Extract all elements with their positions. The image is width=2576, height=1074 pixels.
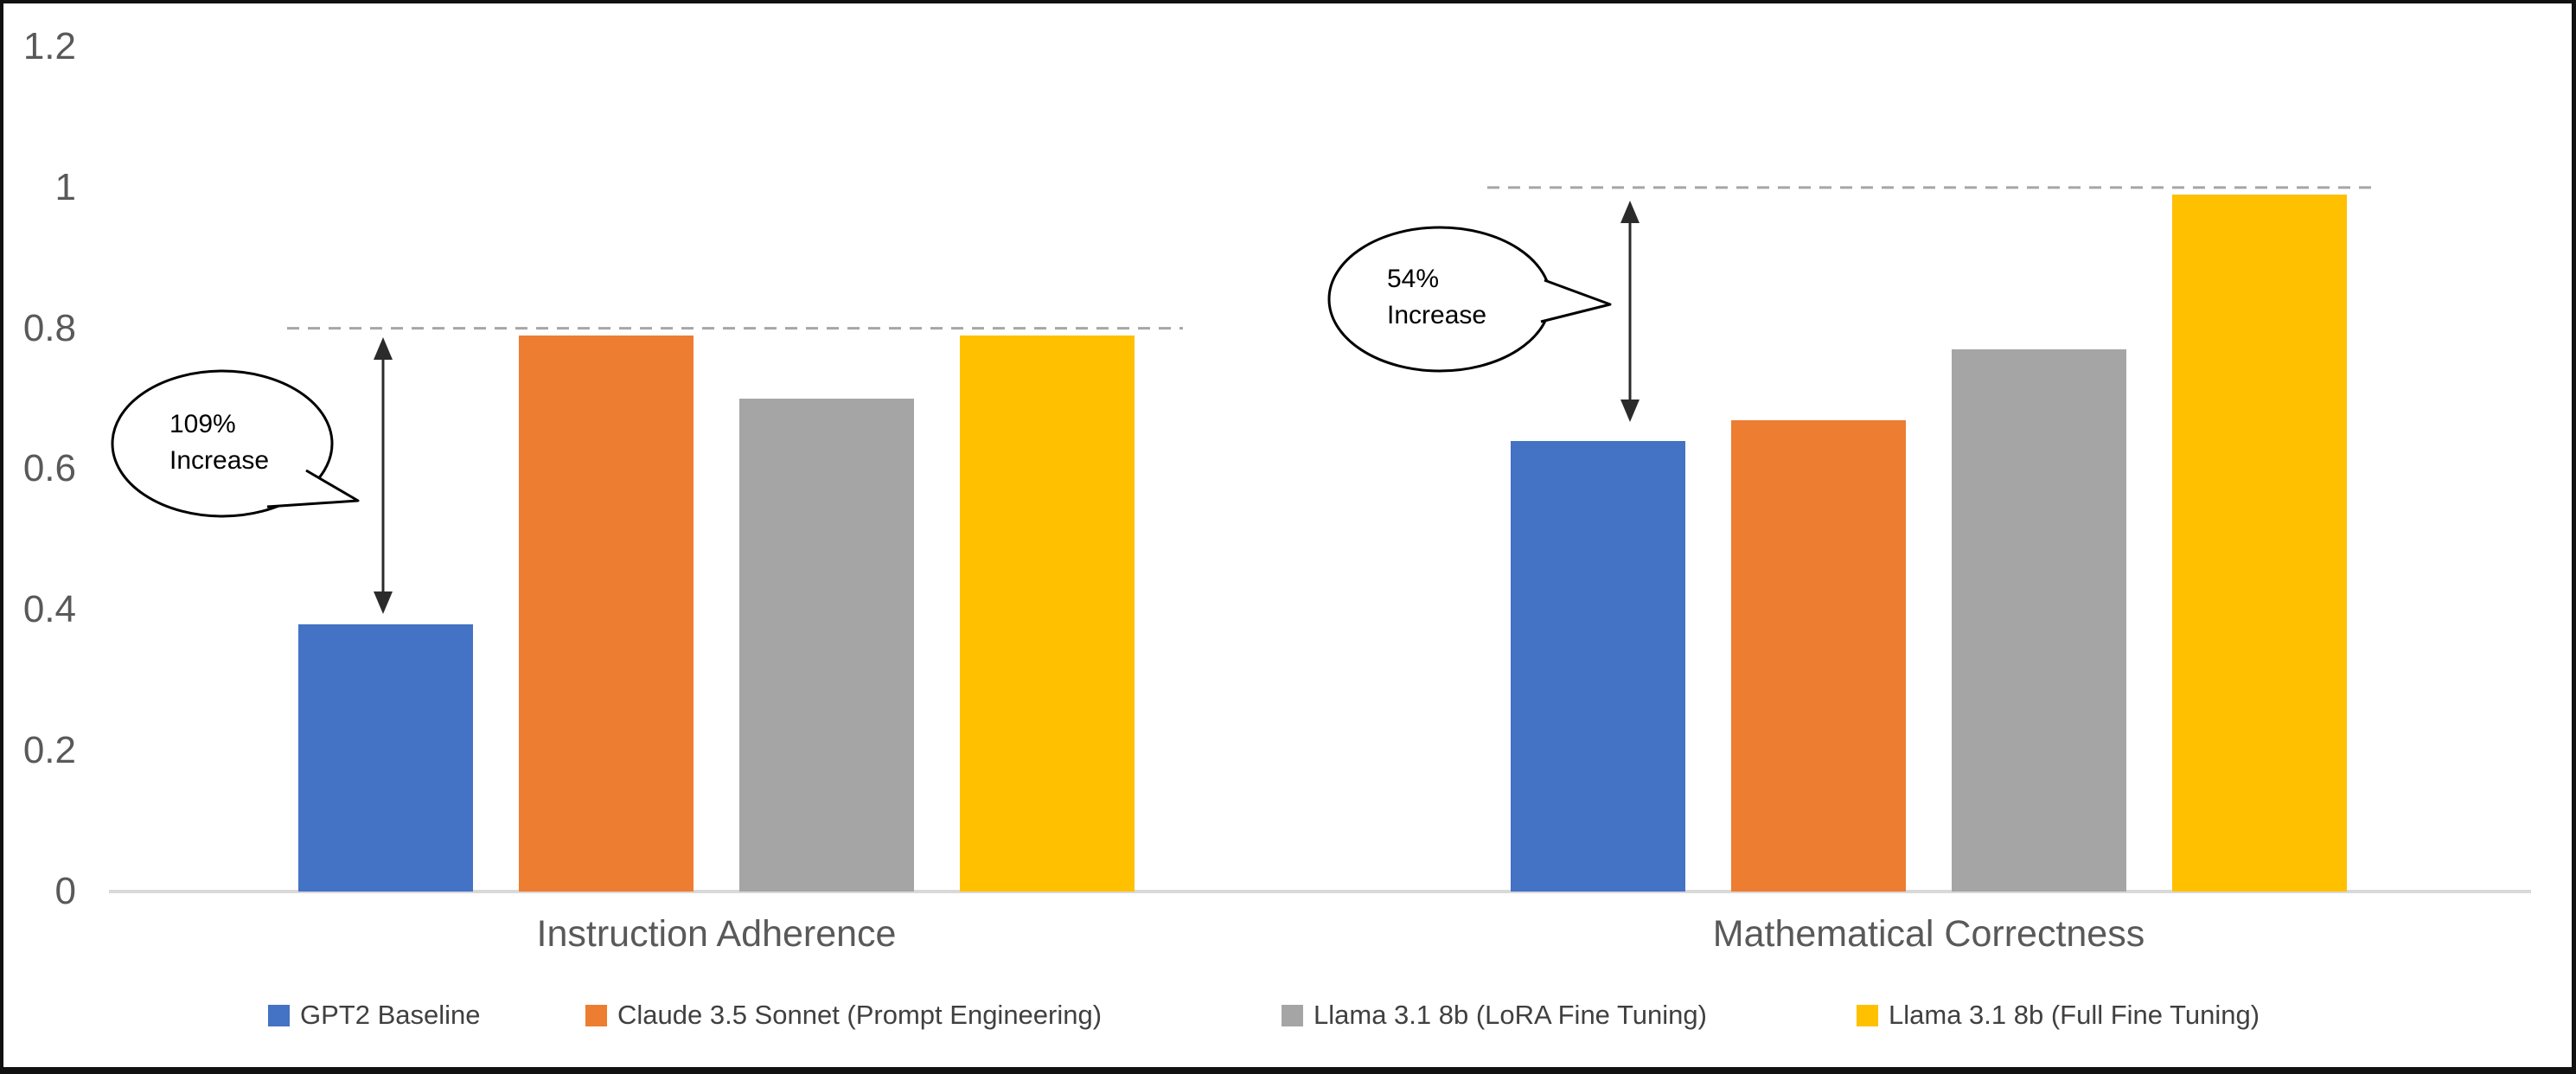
y-axis-tick-1: 1 xyxy=(54,165,76,208)
y-axis-tick-0.2: 0.2 xyxy=(22,729,76,772)
x-axis-line xyxy=(109,890,2531,893)
legend-item-llama-3-1-8b-lora-fine-tuning: Llama 3.1 8b (LoRA Fine Tuning) xyxy=(1282,998,1707,1032)
category-label-instruction-adherence: Instruction Adherence xyxy=(536,913,897,955)
increase-arrow-head-down-1 xyxy=(1620,400,1640,422)
bar-instruction-adherence-gpt2-baseline xyxy=(298,623,473,892)
bar-mathematical-correctness-llama-3-1-8b-lora-fine-tuning xyxy=(1952,349,2126,892)
bar-instruction-adherence-llama-3-1-8b-lora-fine-tuning xyxy=(739,399,914,892)
bar-mathematical-correctness-gpt2-baseline xyxy=(1511,440,1685,892)
legend-item-llama-3-1-8b-full-fine-tuning: Llama 3.1 8b (Full Fine Tuning) xyxy=(1857,998,2260,1032)
callout-word: Increase xyxy=(169,446,270,475)
bar-mathematical-correctness-claude-3-5-sonnet-prompt-engineering xyxy=(1731,419,1906,892)
y-axis-tick-0: 0 xyxy=(54,870,76,912)
legend-swatch-llama-3-1-8b-lora-fine-tuning xyxy=(1282,1004,1303,1026)
legend-swatch-claude-3-5-sonnet-prompt-engineering xyxy=(585,1004,607,1026)
legend-swatch-llama-3-1-8b-full-fine-tuning xyxy=(1857,1004,1878,1026)
legend-label-llama-3-1-8b-lora-fine-tuning: Llama 3.1 8b (LoRA Fine Tuning) xyxy=(1314,1000,1707,1030)
callout-word: Increase xyxy=(1387,301,1487,329)
legend-swatch-gpt2-baseline xyxy=(268,1004,290,1026)
y-axis-tick-1.2: 1.2 xyxy=(22,24,76,67)
bar-instruction-adherence-llama-3-1-8b-full-fine-tuning xyxy=(960,335,1135,892)
callout-54-increase: 54% Increase xyxy=(1387,261,1577,334)
legend-item-gpt2-baseline: GPT2 Baseline xyxy=(268,998,481,1032)
callout-percent: 54% xyxy=(1387,265,1440,293)
y-axis-tick-0.4: 0.4 xyxy=(22,588,76,631)
callout-109-increase: 109% Increase xyxy=(169,406,360,479)
legend-label-claude-3-5-sonnet-prompt-engineering: Claude 3.5 Sonnet (Prompt Engineering) xyxy=(617,1000,1103,1030)
category-label-mathematical-correctness: Mathematical Correctness xyxy=(1712,913,2145,955)
increase-arrow-head-up-1 xyxy=(1620,201,1640,223)
legend-item-claude-3-5-sonnet-prompt-engineering: Claude 3.5 Sonnet (Prompt Engineering) xyxy=(585,998,1102,1032)
legend-label-llama-3-1-8b-full-fine-tuning: Llama 3.1 8b (Full Fine Tuning) xyxy=(1889,1000,2260,1030)
y-axis-tick-0.8: 0.8 xyxy=(22,306,76,349)
callout-percent: 109% xyxy=(169,410,236,438)
increase-arrow-head-up-0 xyxy=(374,337,393,360)
bar-mathematical-correctness-llama-3-1-8b-full-fine-tuning xyxy=(2172,194,2347,892)
y-axis-tick-0.6: 0.6 xyxy=(22,447,76,490)
legend-label-gpt2-baseline: GPT2 Baseline xyxy=(300,1000,481,1030)
bar-instruction-adherence-claude-3-5-sonnet-prompt-engineering xyxy=(519,335,694,892)
increase-arrow-head-down-0 xyxy=(374,591,393,614)
